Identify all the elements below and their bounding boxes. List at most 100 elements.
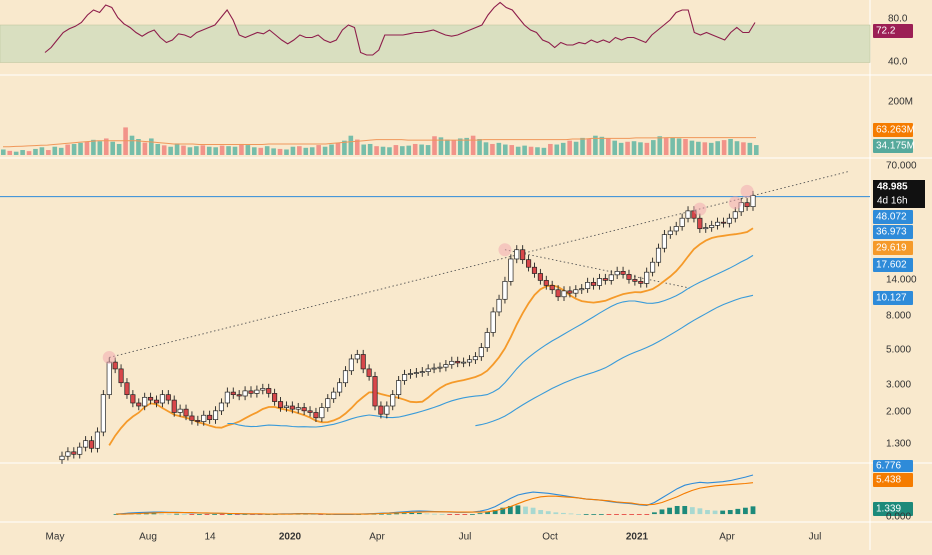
macd-histogram-bar [219, 514, 225, 515]
candle-body [295, 407, 301, 410]
macd-histogram-bar [743, 507, 748, 515]
candle-body [413, 372, 419, 374]
volume-bar [116, 143, 122, 155]
macd-panel[interactable] [113, 474, 756, 515]
volume-bar [123, 127, 128, 155]
volume-bar [7, 150, 13, 155]
volume-bar [657, 136, 663, 155]
volume-sma-badge [873, 123, 913, 137]
macd-histogram-bar [234, 514, 240, 515]
candle-body [703, 227, 709, 230]
macd-histogram-bar [197, 514, 202, 515]
macd-signal-badge-label: 5.438 [876, 475, 901, 486]
macd-histogram-bar [682, 505, 688, 515]
candle-body [461, 361, 467, 364]
candle-body [726, 217, 732, 224]
macd-histogram-bar [705, 510, 710, 515]
volume-bar [747, 142, 753, 155]
candle-body [331, 391, 337, 400]
volume-bar [239, 143, 244, 155]
macd-histogram-bar [500, 507, 506, 515]
candle-body [301, 407, 307, 412]
candle-body [207, 414, 213, 420]
candle-body [437, 366, 443, 369]
candle-body [715, 221, 721, 226]
volume-bar [290, 146, 296, 155]
candle-body [573, 289, 579, 294]
candle-body [549, 285, 555, 291]
candle-body [502, 281, 508, 300]
candle-body [277, 401, 284, 408]
touch-highlight-circle [728, 196, 742, 210]
volume-bar [670, 137, 675, 155]
volume-bar [329, 144, 334, 155]
candle-body [644, 271, 650, 284]
candle-body [307, 410, 313, 413]
volume-bar [400, 146, 405, 155]
candle-body [478, 347, 484, 358]
volume-bar [354, 139, 360, 155]
ma-badge [873, 258, 913, 272]
time-tick-label: Aug [139, 532, 157, 543]
volume-bar [457, 138, 463, 155]
volume-panel[interactable] [1, 127, 759, 155]
volume-bar [20, 150, 25, 155]
candle-body [266, 388, 272, 394]
candle-body [230, 391, 236, 396]
volume-bar [696, 141, 701, 155]
rsi-panel[interactable] [0, 1, 871, 63]
candle-body [496, 298, 502, 313]
volume-bar [522, 145, 527, 155]
candle-body [472, 356, 478, 361]
time-tick-label: Apr [369, 532, 385, 543]
candle-body [750, 195, 756, 208]
candle-body [431, 367, 437, 370]
candle-body [709, 225, 715, 228]
macd-histogram-bar [227, 514, 233, 515]
descending-trendline[interactable] [504, 249, 691, 289]
macd-histogram-bar [447, 514, 453, 515]
candle-body [248, 390, 254, 394]
macd-histogram-bar [424, 513, 430, 515]
candle-body [224, 391, 230, 404]
candle-body [201, 414, 207, 422]
macd-histogram-bar [416, 512, 422, 515]
macd-histogram-bar [439, 514, 445, 515]
macd-histogram-bar [689, 507, 695, 515]
candle-body [65, 451, 71, 457]
volume-bar [342, 140, 347, 155]
macd-histogram-bar [553, 512, 559, 515]
candle-body [272, 393, 278, 402]
last-price-label: 48.985 [877, 182, 908, 193]
macd-value-badge-label: 6.776 [876, 461, 901, 472]
volume-bar [155, 143, 161, 155]
volume-bar [432, 136, 437, 155]
candle-body [732, 211, 738, 219]
volume-bar [483, 142, 489, 155]
volume-bar [406, 145, 412, 155]
macd-histogram-bar [379, 513, 384, 515]
volume-bar [200, 145, 206, 155]
candle-body [579, 288, 585, 291]
macd-histogram-bar [492, 510, 498, 515]
macd-signal-badge [873, 473, 913, 487]
ma-badge-label: 29.619 [876, 243, 907, 254]
volume-bar [689, 140, 695, 155]
macd-histogram-bar [204, 514, 210, 515]
macd-histogram-bar [667, 507, 672, 515]
candle-body [254, 389, 260, 394]
candle-body [242, 390, 248, 397]
candle-body [360, 354, 366, 370]
candle-body [537, 273, 543, 281]
price-panel[interactable] [0, 170, 870, 464]
candle-body [142, 396, 148, 407]
volume-bar [644, 142, 650, 155]
bar-countdown-label: 4d 16h [877, 196, 908, 207]
candle-body [124, 382, 130, 396]
macd-histogram-bar [507, 505, 513, 515]
volume-bar [580, 137, 585, 155]
ascending-trendline[interactable] [109, 170, 851, 358]
volume-bar [258, 147, 264, 155]
volume-bar [78, 142, 83, 155]
